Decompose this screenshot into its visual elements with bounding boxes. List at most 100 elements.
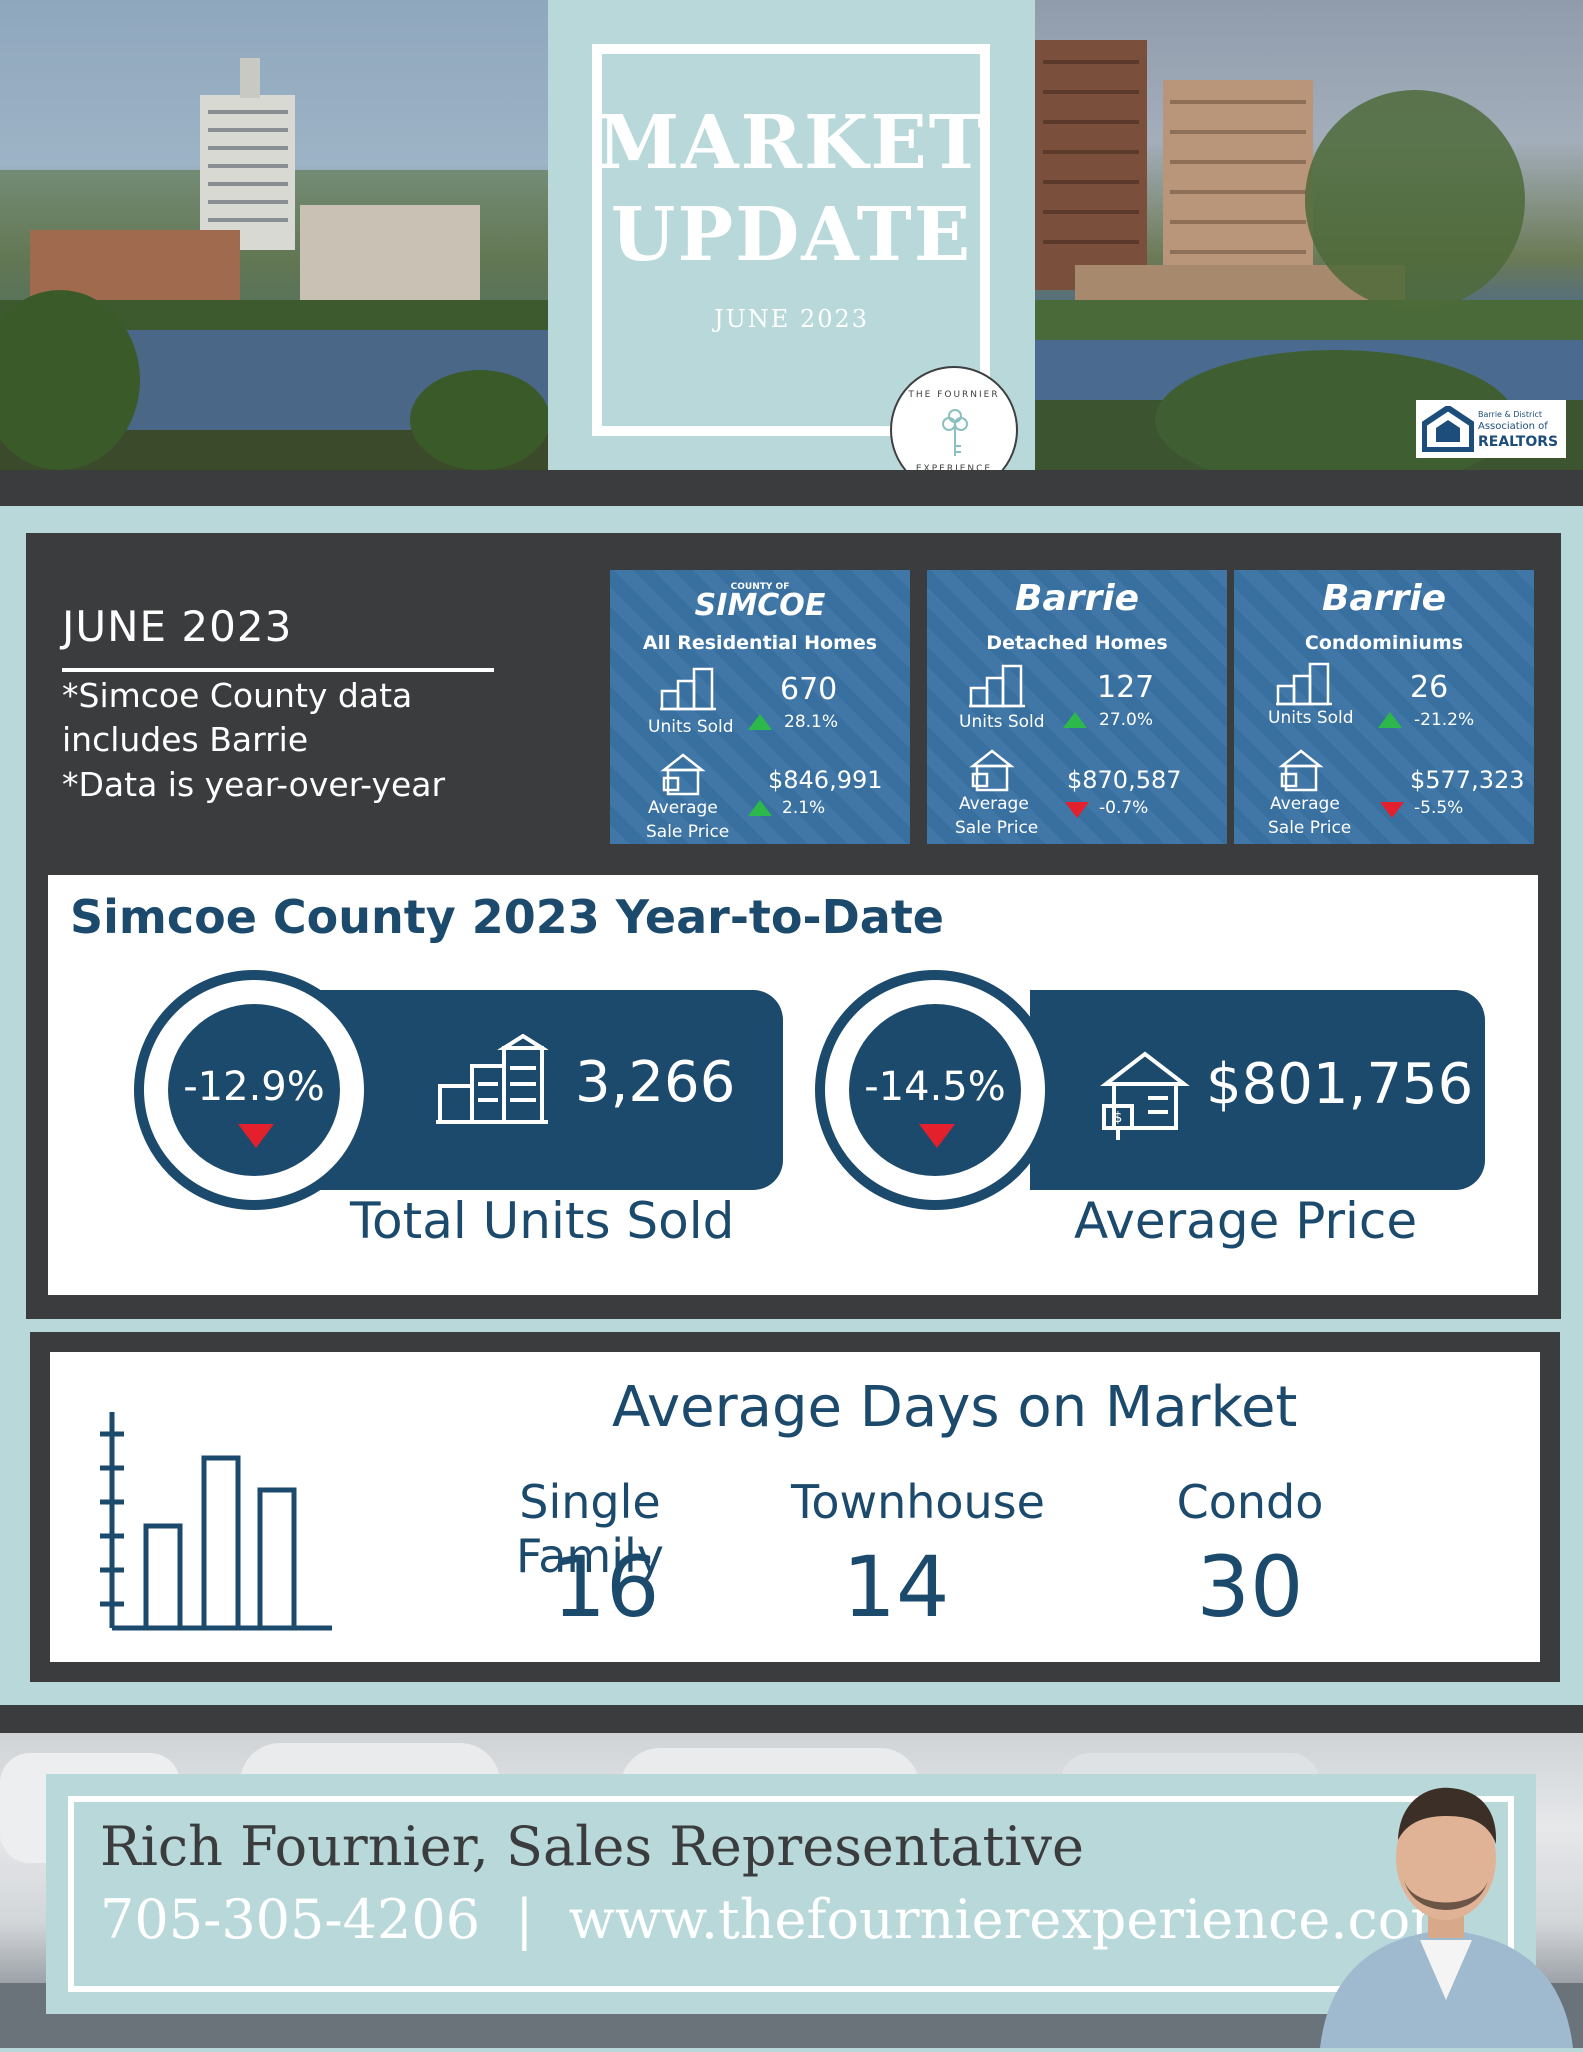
units-change: 27.0% (1099, 710, 1154, 730)
units-sold-label: Units Sold (1268, 708, 1354, 728)
stamp-bottom-text: EXPERIENCE (915, 464, 993, 474)
trend-up-icon (1063, 712, 1087, 728)
bar-chart-icon (100, 1412, 332, 1631)
june-divider (62, 668, 494, 672)
price-change-ring: -14.5% (815, 970, 1055, 1210)
june-heading: JUNE 2023 (62, 602, 293, 651)
agent-name-title: Rich Fournier, Sales Representative (100, 1815, 1084, 1878)
units-ytd-label: Total Units Sold (350, 1192, 735, 1250)
price-change-disc: -14.5% (849, 1004, 1021, 1176)
city-skyline-illustration-right (1035, 40, 1583, 470)
contact-frame (68, 1796, 1514, 1992)
avg-price-value: $577,323 (1410, 766, 1525, 794)
trend-down-icon (919, 1124, 955, 1148)
title-market: MARKET (597, 100, 986, 186)
simcoe-logo-small: COUNTY OF (730, 582, 790, 592)
dom-value-townhouse: 14 (842, 1538, 950, 1636)
dom-panel (50, 1352, 1540, 1662)
june-note-1: *Simcoe County data (62, 676, 413, 715)
units-ytd-value: 3,266 (575, 1050, 736, 1115)
house-icon (969, 749, 1015, 792)
units-change-ring: -12.9% (134, 970, 374, 1210)
svg-text:$: $ (1114, 1110, 1123, 1126)
trend-down-icon (1065, 802, 1089, 818)
realtors-line-mid: Association of (1478, 421, 1548, 432)
buildings-icon (660, 667, 716, 711)
units-change: 28.1% (784, 712, 839, 732)
dom-value-condo: 30 (1196, 1538, 1304, 1636)
stat-card-barrie-condo: Barrie Condominiums Units Sold 26 -21.2%… (1234, 570, 1534, 844)
stamp-top-text: THE FOURNIER (908, 390, 1000, 400)
june-note-3: *Data is year-over-year (62, 765, 446, 804)
dom-category-condo: Condo (1176, 1475, 1324, 1529)
units-sold-label: Units Sold (648, 717, 734, 737)
realtors-line-small: Barrie & District (1478, 410, 1543, 419)
key-icon (942, 409, 968, 456)
title-update: UPDATE (610, 192, 973, 278)
price-change: -5.5% (1414, 798, 1464, 818)
realtors-logo-icon (1422, 406, 1474, 452)
phone-link[interactable]: 705-305-4206 (100, 1888, 481, 1951)
dom-category-single-family: Single Family (515, 1475, 665, 1583)
dom-title: Average Days on Market (612, 1375, 1298, 1440)
dom-category-townhouse: Townhouse (791, 1475, 1045, 1529)
ytd-title: Simcoe County 2023 Year-to-Date (70, 890, 944, 944)
price-ytd-label: Average Price (1074, 1192, 1418, 1250)
avg-price-label-2: Sale Price (955, 818, 1039, 838)
trend-up-icon (1378, 712, 1402, 728)
trend-down-icon (1380, 802, 1404, 818)
avg-price-value: $870,587 (1067, 766, 1182, 794)
stat-card-barrie-detached: Barrie Detached Homes Units Sold 127 27.… (927, 570, 1227, 844)
trend-down-icon (238, 1124, 274, 1148)
buildings-icon (969, 664, 1025, 708)
trend-up-icon (748, 714, 772, 730)
header-photo-left (0, 0, 548, 470)
house-icon (1278, 749, 1324, 792)
units-change-disc: -12.9% (168, 1004, 340, 1176)
house-icon: $ (1100, 1051, 1190, 1140)
units-ytd-change: -12.9% (183, 1064, 325, 1110)
june-note-2: includes Barrie (62, 720, 309, 759)
units-sold-value: 127 (1097, 670, 1155, 705)
units-change: -21.2% (1414, 710, 1475, 730)
house-icon (660, 753, 706, 796)
title-date: JUNE 2023 (713, 305, 870, 333)
buildings-icon (436, 1034, 548, 1124)
units-sold-value: 670 (780, 672, 838, 707)
avg-price-label-1: Average (959, 794, 1029, 814)
realtors-line-big: REALTORS (1478, 434, 1559, 450)
header-photo-right (1035, 0, 1583, 470)
avg-price-label-2: Sale Price (646, 822, 730, 842)
contact-panel (46, 1774, 1536, 2014)
stat-card-simcoe: COUNTY OF SIMCOE All Residential Homes U… (610, 570, 910, 844)
title-frame (592, 44, 990, 436)
barrie-logo: Barrie (1322, 578, 1446, 619)
avg-price-label-1: Average (648, 798, 718, 818)
price-ytd-value: $801,756 (1206, 1052, 1474, 1117)
trend-up-icon (748, 800, 772, 816)
price-ytd-change: -14.5% (864, 1064, 1006, 1110)
city-skyline-illustration-left (0, 58, 548, 470)
avg-price-value: $846,991 (768, 766, 883, 794)
agent-photo (1320, 1787, 1573, 2048)
agent-contact-line: 705-305-4206 | www.thefournierexperience… (100, 1888, 1461, 1951)
card-subtitle: Detached Homes (986, 632, 1168, 654)
realtors-association-logo: Barrie & District Association of REALTOR… (1416, 400, 1566, 458)
units-sold-value: 26 (1410, 670, 1449, 705)
simcoe-logo: SIMCOE (694, 588, 826, 623)
avg-price-pill (1030, 990, 1485, 1190)
footer-dark-band (0, 1705, 1583, 1733)
avg-price-label-2: Sale Price (1268, 818, 1352, 838)
contact-separator: | (515, 1888, 534, 1951)
avg-price-label-1: Average (1270, 794, 1340, 814)
buildings-icon (1276, 662, 1332, 706)
price-change: -0.7% (1099, 798, 1149, 818)
header-dark-band (0, 470, 1583, 506)
price-change: 2.1% (782, 798, 826, 818)
card-subtitle: All Residential Homes (642, 632, 878, 654)
website-link[interactable]: www.thefournierexperience.com (568, 1888, 1462, 1951)
units-sold-label: Units Sold (959, 712, 1045, 732)
barrie-logo: Barrie (1015, 578, 1139, 619)
card-subtitle: Condominiums (1304, 632, 1464, 654)
dom-value-single-family: 16 (552, 1538, 660, 1636)
